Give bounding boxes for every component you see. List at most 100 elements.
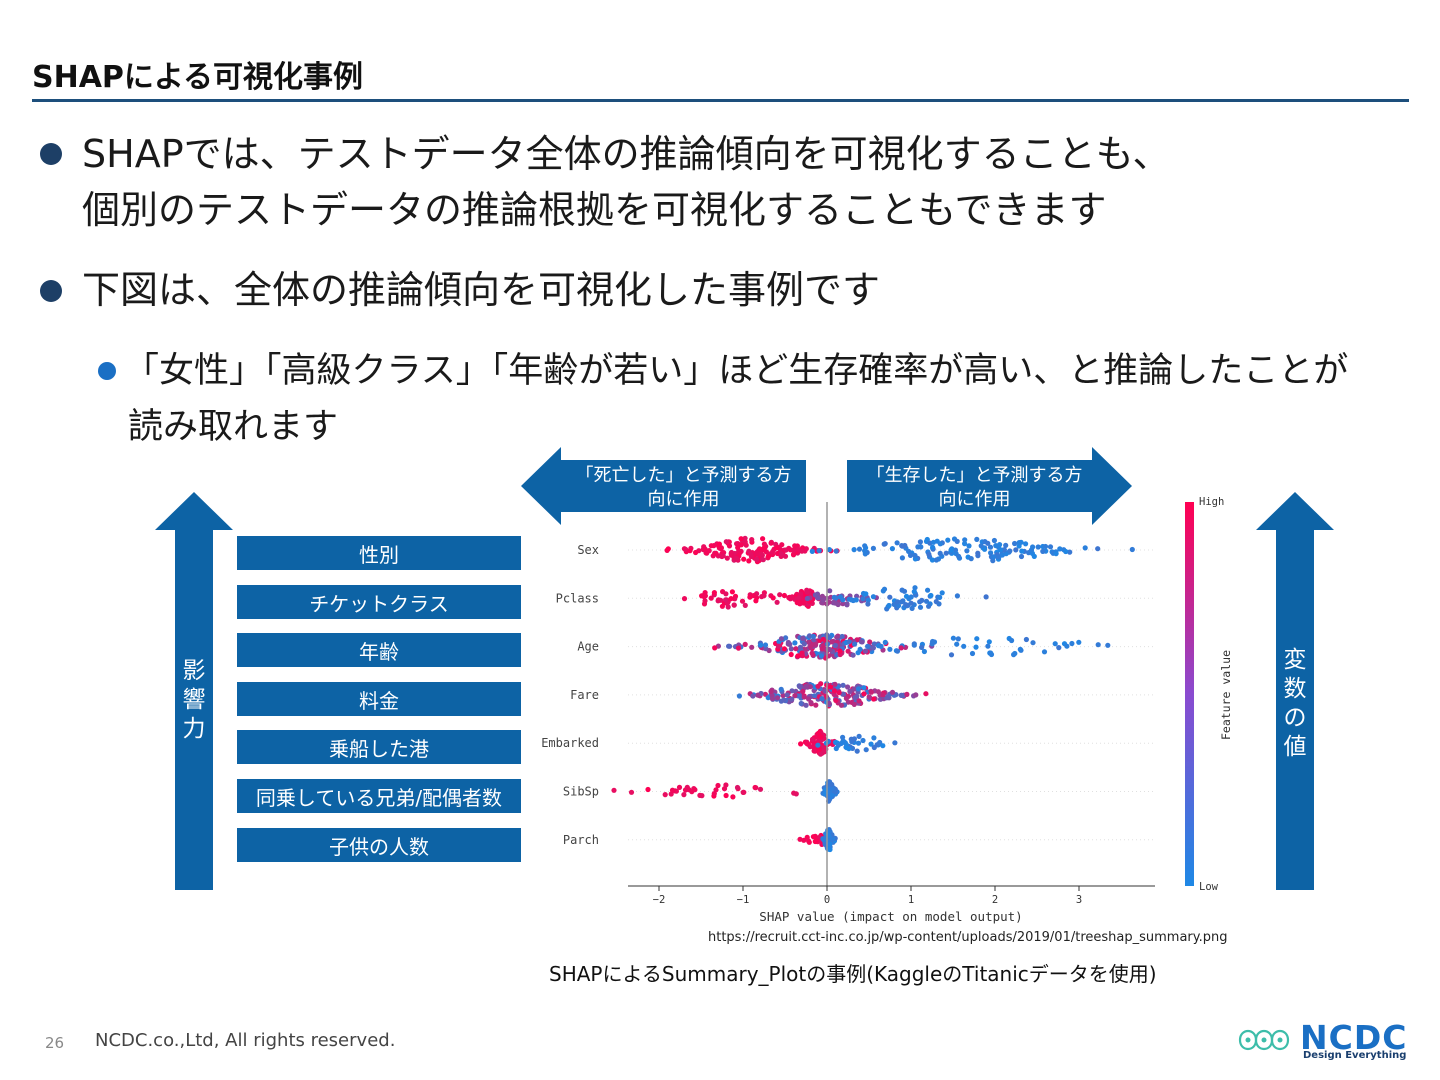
shap-point: [766, 553, 772, 559]
shap-point: [865, 597, 871, 603]
shap-point: [852, 641, 858, 647]
shap-point: [799, 548, 805, 554]
shap-point: [860, 737, 866, 744]
shap-point: [726, 543, 733, 549]
shap-point: [818, 734, 824, 740]
feature-value-arrow: [1256, 492, 1334, 890]
shap-point: [797, 836, 803, 842]
shap-point: [719, 553, 725, 560]
shap-point: [738, 542, 744, 548]
shap-point: [793, 646, 799, 652]
shap-point: [791, 790, 797, 796]
shap-point: [859, 639, 865, 645]
survival-direction-label: 「生存した」と予測する方 向に作用: [866, 465, 1083, 510]
shap-point: [816, 548, 822, 554]
shap-point: [723, 597, 729, 603]
shap-point: [986, 639, 992, 645]
shap-point: [829, 785, 835, 792]
shap-point: [816, 746, 822, 752]
slide-title: SHAPによる可視化事例: [32, 60, 364, 95]
shap-point: [785, 639, 791, 646]
shap-point: [800, 688, 806, 694]
shap-point: [770, 595, 776, 601]
shap-point: [862, 648, 868, 654]
shap-point: [870, 545, 876, 551]
shap-point: [700, 593, 706, 599]
shap-point: [866, 694, 873, 700]
shap-point: [880, 743, 886, 749]
shap-point: [871, 641, 877, 647]
shap-point: [739, 598, 746, 604]
shap-point: [832, 642, 838, 649]
shap-point: [806, 839, 812, 845]
shap-point: [1053, 551, 1059, 557]
shap-point: [954, 538, 960, 544]
shap-point: [907, 552, 914, 558]
shap-point: [839, 633, 845, 640]
shap-point: [784, 692, 790, 698]
shap-point: [854, 748, 860, 754]
shap-point: [693, 549, 699, 556]
shap-point: [862, 543, 868, 549]
shap-point: [964, 548, 970, 554]
page-number: 26: [45, 1034, 65, 1052]
shap-point: [786, 545, 792, 551]
shap-point: [831, 594, 837, 600]
shap-point: [765, 695, 771, 701]
shap-point: [1031, 553, 1037, 559]
shap-point: [887, 594, 893, 600]
shap-point: [862, 548, 868, 554]
shap-point: [611, 787, 617, 793]
shap-point: [749, 644, 755, 650]
shap-point: [832, 681, 838, 687]
shap-point: [735, 545, 741, 551]
x-tick-label: 0: [824, 894, 830, 906]
shap-point: [837, 648, 843, 654]
shap-point: [867, 639, 873, 645]
shap-point: [780, 692, 786, 699]
x-tick-label: −1: [737, 894, 750, 906]
shap-point: [840, 601, 846, 607]
shap-point: [742, 535, 748, 541]
ncdc-logo-icon: [1238, 1029, 1290, 1051]
shap-point: [818, 751, 824, 757]
bullet-1-line-1: SHAPでは、テストデータ全体の推論傾向を可視化することも、: [82, 132, 1171, 176]
shap-point: [708, 543, 714, 549]
shap-point: [798, 741, 804, 747]
shap-point: [870, 594, 876, 600]
shap-point: [1007, 548, 1013, 554]
shap-point: [800, 635, 806, 641]
feature-box-sex: 性別: [237, 536, 521, 570]
feature-label-sibsp: SibSp: [563, 785, 599, 799]
shap-point: [792, 640, 798, 646]
shap-point: [889, 689, 896, 695]
shap-point: [712, 645, 718, 651]
shap-point: [789, 688, 795, 694]
shap-point: [863, 591, 869, 597]
shap-point: [899, 543, 905, 549]
shap-point: [906, 548, 912, 554]
shap-point: [895, 603, 902, 609]
shap-point: [925, 587, 931, 593]
shap-point: [1023, 636, 1029, 643]
shap-point: [973, 644, 979, 650]
shap-point: [810, 652, 816, 658]
shap-point: [829, 781, 835, 788]
shap-point: [855, 740, 862, 746]
shap-point: [774, 695, 781, 701]
shap-point: [723, 792, 729, 799]
shap-point: [790, 552, 797, 558]
shap-point: [991, 537, 997, 544]
shap-point: [846, 746, 852, 752]
shap-point: [919, 597, 925, 603]
shap-point: [856, 733, 862, 739]
shap-point: [887, 646, 893, 652]
shap-point: [1041, 649, 1048, 655]
feature-label-pclass: Pclass: [556, 591, 599, 605]
shap-point: [829, 639, 835, 645]
bullet-dot: [40, 143, 62, 165]
shap-point: [738, 536, 744, 542]
shap-point: [898, 692, 904, 698]
shap-point: [962, 537, 968, 543]
shap-point: [847, 688, 853, 694]
